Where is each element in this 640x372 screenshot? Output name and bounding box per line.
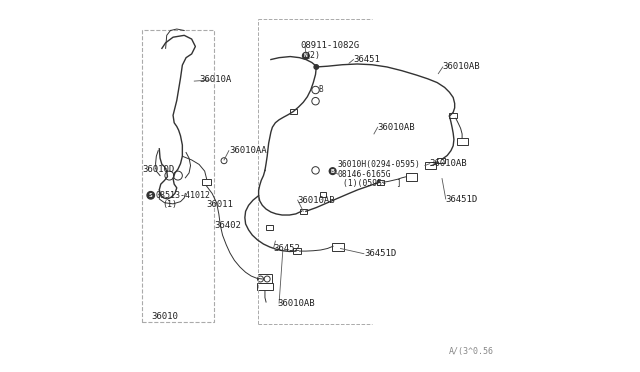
- Text: 36010AB: 36010AB: [429, 159, 467, 168]
- Text: 36010AA: 36010AA: [229, 146, 266, 155]
- Text: 08513-41012: 08513-41012: [156, 191, 211, 200]
- Text: 08146-6165G: 08146-6165G: [338, 170, 392, 179]
- Bar: [437, 158, 445, 164]
- Text: 36010A: 36010A: [199, 76, 231, 84]
- Text: (1)(0595-  ]: (1)(0595- ]: [343, 179, 401, 188]
- Text: (2): (2): [305, 51, 320, 60]
- Text: 36010AB: 36010AB: [443, 62, 481, 71]
- Text: 36010AB: 36010AB: [378, 123, 415, 132]
- Circle shape: [314, 65, 319, 69]
- Text: B: B: [318, 85, 323, 94]
- Text: 36010D: 36010D: [142, 165, 175, 174]
- Bar: [449, 112, 457, 118]
- Text: N: N: [304, 53, 308, 58]
- Text: 36011: 36011: [207, 200, 234, 209]
- Bar: [266, 225, 273, 230]
- Bar: [457, 138, 468, 145]
- Text: (1): (1): [162, 200, 177, 209]
- Text: 36451D: 36451D: [445, 195, 478, 203]
- Text: 36010AB: 36010AB: [277, 299, 315, 308]
- Bar: [293, 248, 301, 254]
- Text: A/(3^0.56: A/(3^0.56: [449, 347, 494, 356]
- Text: 36010H(0294-0595): 36010H(0294-0595): [338, 160, 420, 169]
- Bar: [290, 109, 296, 114]
- Text: 36452: 36452: [273, 244, 300, 253]
- Text: 36010AB: 36010AB: [298, 196, 335, 205]
- Bar: [202, 179, 211, 185]
- Bar: [319, 192, 326, 196]
- Bar: [332, 243, 344, 251]
- Circle shape: [147, 192, 154, 199]
- Bar: [406, 173, 417, 181]
- Text: B: B: [331, 169, 335, 174]
- Bar: [257, 283, 273, 290]
- Bar: [257, 274, 273, 283]
- Circle shape: [330, 168, 336, 174]
- Text: 36402: 36402: [214, 221, 241, 230]
- Bar: [300, 208, 307, 214]
- Text: S: S: [149, 193, 152, 198]
- Text: 36451: 36451: [353, 55, 380, 64]
- Bar: [376, 180, 384, 185]
- Text: 36451D: 36451D: [364, 249, 396, 258]
- Circle shape: [303, 52, 309, 59]
- Bar: [425, 162, 436, 169]
- Text: 36010: 36010: [152, 312, 179, 321]
- Text: 08911-1082G: 08911-1082G: [301, 41, 360, 50]
